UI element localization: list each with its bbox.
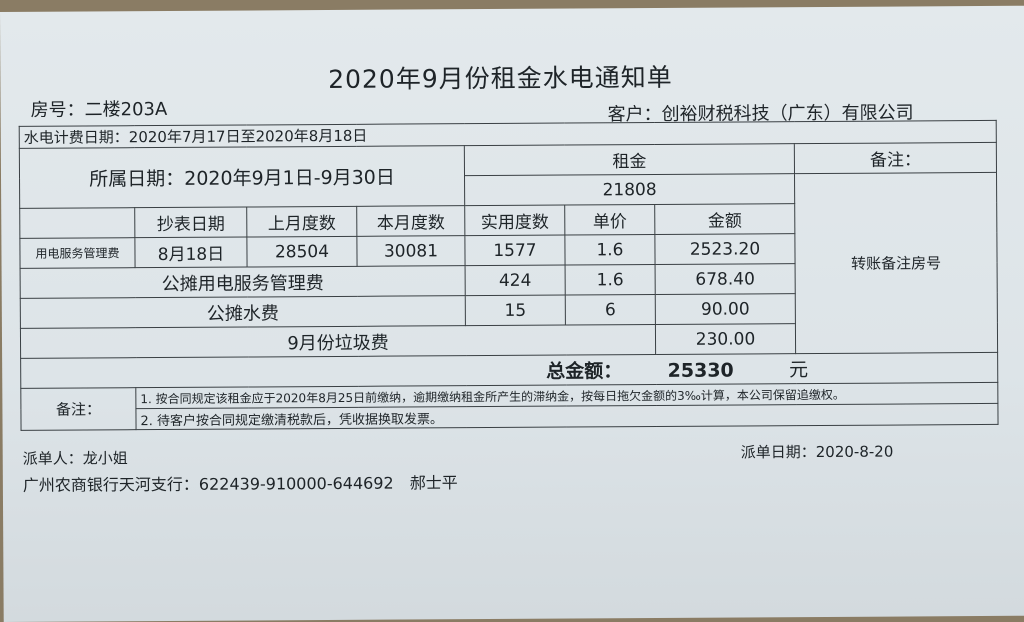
cell-used: 15 — [465, 295, 566, 326]
bill-table: 水电计费日期：2020年7月17日至2020年8月18日 所属日期：2020年9… — [19, 120, 999, 431]
header-date: 抄表日期 — [134, 206, 247, 238]
cell-amount: 90.00 — [655, 293, 796, 325]
empty-header — [19, 207, 135, 239]
cell-amount: 230.00 — [655, 323, 796, 355]
rent-label: 租金 — [464, 143, 795, 176]
remark-label: 备注： — [794, 142, 997, 174]
row-label: 公摊用电服务管理费 — [20, 265, 466, 299]
note-2: 2. 待客户按合同规定缴清税款后，凭收据换取发票。 — [135, 403, 999, 430]
rent-value: 21808 — [464, 173, 795, 206]
cell-price: 1.6 — [564, 234, 656, 266]
rent-notice-paper: 2020年9月份租金水电通知单 房号：二楼203A 客户：创裕财税科技（广东）有… — [0, 5, 1024, 622]
cell-amount: 2523.20 — [654, 233, 796, 265]
header-price: 单价 — [564, 204, 655, 236]
period: 所属日期：2020年9月1日-9月30日 — [19, 145, 465, 209]
cell-price: 6 — [565, 294, 656, 326]
row-label: 公摊水费 — [20, 295, 466, 329]
total-unit: 元 — [789, 359, 809, 382]
cell-price: 1.6 — [565, 264, 656, 296]
cell-curr: 30081 — [356, 235, 466, 267]
header-amount: 金额 — [654, 203, 795, 235]
cell-amount: 678.40 — [655, 263, 796, 295]
cell-date: 8月18日 — [134, 236, 248, 268]
cell-used: 1577 — [464, 235, 566, 266]
header-used: 实用度数 — [464, 205, 565, 236]
header-prev: 上月度数 — [246, 206, 357, 237]
room-number: 房号：二楼203A — [30, 98, 168, 121]
remark-value: 转账备注房号 — [794, 172, 998, 354]
bank-account: 广州农商银行天河支行：622439-910000-644692 郝士平 — [22, 473, 458, 495]
notice-title: 2020年9月份租金水电通知单 — [328, 62, 673, 94]
sender: 派单人：龙小姐 — [22, 449, 128, 468]
notes-label: 备注： — [20, 387, 137, 431]
total-value: 25330 — [667, 359, 734, 382]
cell-used: 424 — [465, 265, 566, 296]
total-label: 总金额： — [546, 360, 623, 383]
row-label: 9月份垃圾费 — [20, 324, 656, 359]
cell-prev: 28504 — [246, 236, 358, 267]
row-label: 用电服务管理费 — [19, 237, 136, 269]
send-date: 派单日期：2020-8-20 — [740, 442, 894, 462]
header-curr: 本月度数 — [356, 205, 465, 237]
